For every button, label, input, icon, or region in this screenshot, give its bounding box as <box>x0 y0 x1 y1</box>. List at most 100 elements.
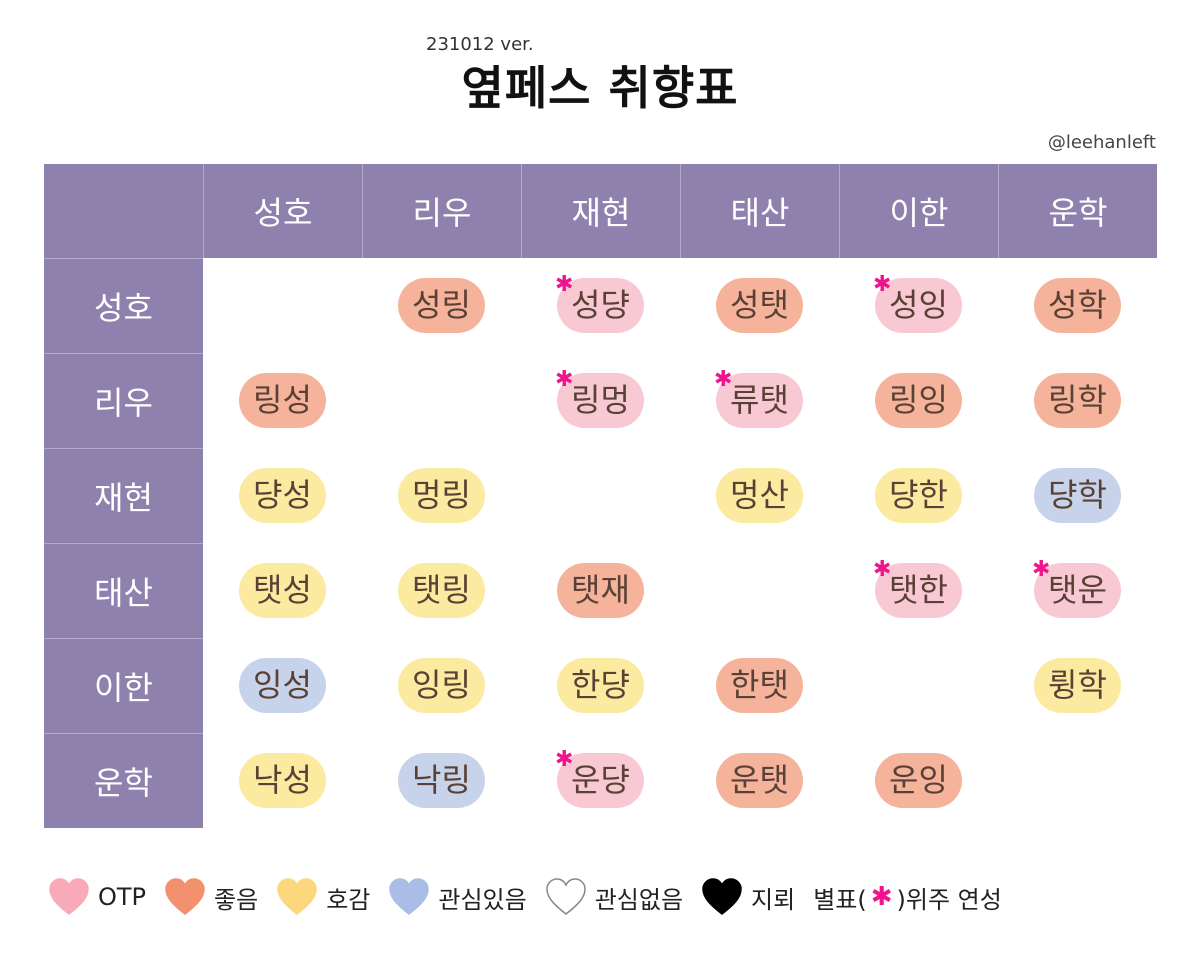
table-cell <box>521 448 680 543</box>
pairing-label: 성잉 <box>889 286 948 325</box>
table-cell: 성학 <box>998 258 1157 353</box>
legend-star-prefix: 별표( <box>813 885 867 914</box>
legend-label: 지뢰 <box>751 885 796 914</box>
pairing-label: 잉링 <box>412 666 471 705</box>
legend-item: 지뢰 <box>701 877 795 917</box>
pairing-label: 륑학 <box>1048 666 1107 705</box>
star-icon: ✱ <box>714 367 733 393</box>
pairing-tag: 잉성 <box>239 658 326 713</box>
pairing-label: 낙링 <box>412 761 471 800</box>
table-cell: 탯재 <box>521 543 680 638</box>
row-header: 성호 <box>44 258 203 353</box>
table-cell: 운잉 <box>839 733 998 828</box>
table-cell: 탯성 <box>203 543 362 638</box>
pairing-label: 성링 <box>412 286 471 325</box>
pairing-tag: 한댱 <box>557 658 644 713</box>
pairing-tag: 성학 <box>1034 278 1121 333</box>
pairing-label: 한댱 <box>571 666 630 705</box>
table-cell: 멍산 <box>680 448 839 543</box>
column-header: 이한 <box>839 164 998 258</box>
row-header: 태산 <box>44 543 203 638</box>
pairing-label: 운댱 <box>571 761 630 800</box>
table-cell: 성댱 ✱ <box>521 258 680 353</box>
pairing-label: 댱한 <box>889 476 948 515</box>
legend-item: 좋음 <box>164 877 258 917</box>
table-cell: 한댱 <box>521 638 680 733</box>
heart-icon <box>277 878 317 915</box>
pairing-tag: 륑학 <box>1034 658 1121 713</box>
pairing-tag: 멍산 <box>716 468 803 523</box>
pairing-label: 성탯 <box>730 286 789 325</box>
legend-item: 관심없음 <box>545 877 683 917</box>
pairing-tag: 링잉 <box>875 373 962 428</box>
pairing-tag: 운잉 <box>875 753 962 808</box>
table-cell: 잉성 <box>203 638 362 733</box>
pairing-label: 운잉 <box>889 761 948 800</box>
star-icon: ✱ <box>555 272 574 298</box>
row-header: 재현 <box>44 448 203 543</box>
row-header: 운학 <box>44 733 203 828</box>
pairing-tag: 링멍 ✱ <box>555 369 644 428</box>
pairing-label: 멍산 <box>730 476 789 515</box>
table-cell: 성잉 ✱ <box>839 258 998 353</box>
table-cell: 한탯 <box>680 638 839 733</box>
pairing-label: 링성 <box>253 381 312 420</box>
heart-icon <box>702 878 742 915</box>
legend-label: OTP <box>98 883 147 911</box>
table-cell: 링성 <box>203 353 362 448</box>
heart-outline-icon <box>545 878 586 915</box>
heart-icon <box>165 878 205 915</box>
pairing-label: 잉성 <box>253 666 312 705</box>
pairing-label: 링학 <box>1048 381 1107 420</box>
preference-table: 성호 리우 재현 태산 이한 운학 성호 리우 재현 태산 이한 운학 성링 성댱 ✱ 성탯 성잉 ✱ 성학 링성 링멍… <box>44 164 1157 828</box>
table-corner <box>44 164 203 258</box>
legend-label: 호감 <box>326 885 371 914</box>
pairing-label: 탯성 <box>253 571 312 610</box>
pairing-tag: 탯성 <box>239 563 326 618</box>
table-cell: 링멍 ✱ <box>521 353 680 448</box>
table-cell: 륑학 <box>998 638 1157 733</box>
table-cell: 댱학 <box>998 448 1157 543</box>
table-cell: 낙링 <box>362 733 521 828</box>
pairing-label: 한탯 <box>730 666 789 705</box>
legend-item: 관심있음 <box>388 877 527 917</box>
legend-label: 관심없음 <box>594 885 684 914</box>
table-cell <box>839 638 998 733</box>
legend-label: 좋음 <box>214 885 259 914</box>
legend-item: OTP <box>48 877 146 917</box>
pairing-label: 류탯 <box>730 381 789 420</box>
pairing-tag: 성탯 <box>716 278 803 333</box>
page-title: 옆페스 취향표 <box>461 61 739 115</box>
pairing-tag: 링학 <box>1034 373 1121 428</box>
table-cell: 링잉 <box>839 353 998 448</box>
pairing-label: 링잉 <box>889 381 948 420</box>
table-cell <box>362 353 521 448</box>
legend-star-suffix: )위주 연성 <box>896 885 1002 914</box>
row-header: 이한 <box>44 638 203 733</box>
heart-icon <box>389 878 430 915</box>
pairing-tag: 탯재 <box>557 563 644 618</box>
pairing-tag: 류탯 ✱ <box>714 369 803 428</box>
legend: OTP 좋음 호감 관심있음 관심없음 지뢰 별표(✱)위주 연성 <box>48 872 1020 922</box>
pairing-tag: 댱학 <box>1034 468 1121 523</box>
pairing-label: 링멍 <box>571 381 630 420</box>
legend-label: 관심있음 <box>438 885 527 914</box>
pairing-tag: 링성 <box>239 373 326 428</box>
pairing-tag: 성잉 ✱ <box>873 274 962 333</box>
pairing-tag: 낙성 <box>239 753 326 808</box>
row-header: 리우 <box>44 353 203 448</box>
version-label: 231012 ver. <box>426 34 534 55</box>
table-cell: 탯링 <box>362 543 521 638</box>
pairing-tag: 탯한 ✱ <box>873 559 962 618</box>
star-icon: ✱ <box>555 747 574 773</box>
pairing-label: 운탯 <box>730 761 789 800</box>
table-cell: 댱성 <box>203 448 362 543</box>
table-cell: 낙성 <box>203 733 362 828</box>
pairing-tag: 탯운 ✱ <box>1032 559 1121 618</box>
pairing-tag: 성링 <box>398 278 485 333</box>
table-cell: 탯운 ✱ <box>998 543 1157 638</box>
author-handle: @leehanleft <box>1047 132 1156 153</box>
table-cell: 탯한 ✱ <box>839 543 998 638</box>
legend-star-note: 별표(✱)위주 연성 <box>813 880 1002 915</box>
star-icon: ✱ <box>870 882 893 912</box>
